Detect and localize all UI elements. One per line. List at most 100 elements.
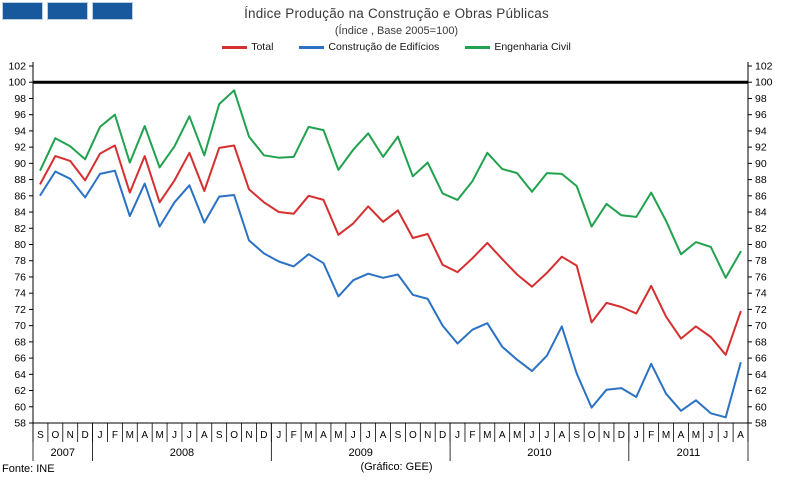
y-tick-label-left: 68: [14, 336, 26, 348]
chart-legend: Total Construção de Edifícios Engenharia C…: [0, 41, 793, 53]
source-note: Fonte: INE: [2, 463, 55, 475]
month-label: D: [439, 430, 446, 441]
year-label: 2010: [527, 447, 551, 459]
month-label: O: [588, 430, 596, 441]
month-label: M: [483, 430, 491, 441]
credit-note: (Gráfico: GEE): [360, 461, 433, 473]
month-label: A: [201, 430, 208, 441]
y-tick-label-right: 100: [755, 77, 773, 89]
legend-line-swatch: [222, 45, 248, 49]
month-label: F: [648, 430, 654, 441]
y-tick-label-right: 64: [755, 369, 767, 381]
month-label: J: [172, 430, 177, 441]
y-tick-label-right: 74: [755, 288, 767, 300]
y-tick-label-left: 76: [14, 271, 26, 283]
series-line-engenharia-civil: [39, 89, 742, 279]
month-label: O: [230, 430, 238, 441]
logo-square: [47, 2, 88, 20]
y-tick-label-right: 94: [755, 125, 767, 137]
y-tick-label-left: 82: [14, 223, 26, 235]
month-label: J: [351, 430, 356, 441]
month-label: M: [692, 430, 700, 441]
page-title: Índice Produção na Construção e Obras Pú…: [244, 6, 549, 21]
y-tick-label-right: 102: [755, 61, 773, 73]
y-tick-label-right: 88: [755, 174, 767, 186]
legend-item-total: Total: [222, 41, 273, 53]
month-label: N: [245, 430, 252, 441]
month-label: D: [618, 430, 625, 441]
month-label: J: [530, 430, 535, 441]
y-tick-label-right: 86: [755, 190, 767, 202]
year-label: 2007: [51, 447, 75, 459]
series-line-total: [39, 144, 742, 356]
y-tick-label-right: 92: [755, 142, 767, 154]
month-label: M: [513, 430, 521, 441]
month-label: A: [380, 430, 387, 441]
year-label: 2008: [170, 447, 194, 459]
y-tick-label-right: 82: [755, 223, 767, 235]
y-tick-label-right: 66: [755, 353, 767, 365]
month-label: J: [723, 430, 728, 441]
y-tick-label-left: 86: [14, 190, 26, 202]
month-label: A: [678, 430, 685, 441]
month-label: F: [469, 430, 475, 441]
y-tick-label-right: 72: [755, 304, 767, 316]
y-tick-label-left: 90: [14, 158, 26, 170]
month-label: O: [409, 430, 417, 441]
y-tick-label-right: 78: [755, 255, 767, 267]
y-tick-label-left: 70: [14, 320, 26, 332]
y-tick-label-left: 64: [14, 369, 26, 381]
legend-item-edificios: Construção de Edifícios: [299, 41, 439, 53]
legend-label: Construção de Edifícios: [328, 41, 440, 53]
y-tick-label-right: 90: [755, 158, 767, 170]
month-label: M: [126, 430, 134, 441]
month-label: J: [187, 430, 192, 441]
y-tick-label-left: 74: [14, 288, 26, 300]
y-tick-label-left: 88: [14, 174, 26, 186]
month-label: N: [424, 430, 431, 441]
y-tick-label-left: 78: [14, 255, 26, 267]
year-label: 2009: [348, 447, 372, 459]
y-tick-label-left: 100: [8, 77, 26, 89]
y-tick-label-right: 62: [755, 385, 767, 397]
y-tick-label-left: 58: [14, 418, 26, 430]
legend-label: Total: [251, 41, 274, 53]
month-label: A: [141, 430, 148, 441]
month-label: A: [737, 430, 744, 441]
y-tick-label-right: 58: [755, 418, 767, 430]
logo: [2, 2, 133, 20]
month-label: N: [603, 430, 610, 441]
y-tick-label-right: 60: [755, 401, 767, 413]
month-label: A: [558, 430, 565, 441]
year-label: 2011: [677, 447, 701, 459]
y-tick-label-left: 92: [14, 142, 26, 154]
y-tick-label-right: 98: [755, 93, 767, 105]
y-tick-label-left: 98: [14, 93, 26, 105]
y-tick-label-left: 60: [14, 401, 26, 413]
month-label: S: [573, 430, 580, 441]
month-label: J: [366, 430, 371, 441]
month-label: O: [51, 430, 59, 441]
y-tick-label-left: 62: [14, 385, 26, 397]
y-tick-label-left: 84: [14, 207, 26, 219]
month-label: J: [544, 430, 549, 441]
month-label: F: [291, 430, 297, 441]
legend-label: Engenharia Civil: [494, 41, 571, 53]
y-tick-label-right: 84: [755, 207, 767, 219]
legend-item-engenharia-civil: Engenharia Civil: [465, 41, 571, 53]
y-tick-label-left: 102: [8, 61, 26, 73]
month-label: S: [395, 430, 402, 441]
month-label: J: [634, 430, 639, 441]
month-label: J: [708, 430, 713, 441]
month-label: S: [37, 430, 44, 441]
month-label: J: [98, 430, 103, 441]
month-label: D: [82, 430, 89, 441]
month-label: S: [216, 430, 223, 441]
month-label: F: [112, 430, 118, 441]
month-label: D: [260, 430, 267, 441]
month-label: M: [304, 430, 312, 441]
logo-square: [2, 2, 43, 20]
month-label: M: [662, 430, 670, 441]
legend-line-swatch: [299, 45, 325, 49]
